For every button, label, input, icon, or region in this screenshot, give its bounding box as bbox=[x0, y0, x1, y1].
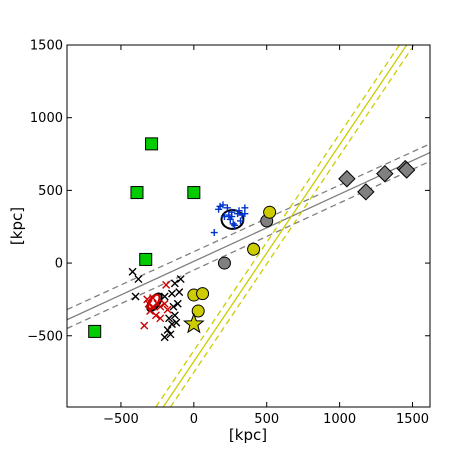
cross-marker bbox=[167, 289, 176, 298]
plus-marker bbox=[229, 220, 237, 228]
cross-marker bbox=[173, 299, 182, 308]
fit-line-6 bbox=[169, 45, 415, 407]
diamond-marker bbox=[397, 161, 416, 179]
cross-marker bbox=[160, 292, 169, 301]
x-tick-label: 1000 bbox=[323, 412, 356, 427]
plus-marker bbox=[236, 217, 244, 225]
cross-marker bbox=[172, 318, 181, 327]
fit-line-3 bbox=[67, 160, 430, 330]
cross-marker bbox=[156, 302, 165, 311]
data-points bbox=[88, 137, 416, 342]
cross-marker bbox=[128, 267, 137, 276]
y-tick-label: 0 bbox=[55, 257, 63, 272]
plus-marker bbox=[210, 229, 218, 237]
y-axis-label: [kpc] bbox=[8, 207, 26, 245]
cross-marker bbox=[146, 307, 155, 316]
square-marker bbox=[130, 186, 144, 200]
circle-marker bbox=[263, 205, 277, 219]
fit-lines bbox=[67, 45, 430, 407]
plus-marker bbox=[231, 221, 239, 229]
x-tick-label: 1500 bbox=[396, 412, 429, 427]
cross-marker bbox=[163, 325, 172, 334]
circle-marker bbox=[247, 242, 261, 256]
circle-marker bbox=[217, 256, 231, 270]
plus-marker bbox=[241, 210, 249, 218]
axis-ticks: −500 0 500 1000 1500 −500 0 500 1000 1500 bbox=[27, 39, 430, 427]
circle-marker bbox=[196, 287, 210, 301]
fit-line-2 bbox=[67, 143, 430, 311]
square-marker bbox=[187, 186, 201, 200]
cross-marker bbox=[140, 321, 149, 330]
fit-line-4 bbox=[162, 45, 408, 407]
x-axis-label: [kpc] bbox=[229, 426, 267, 444]
y-tick-label: −500 bbox=[27, 329, 63, 344]
x-tick-label: 0 bbox=[190, 412, 198, 427]
plus-marker bbox=[228, 213, 236, 221]
plus-marker bbox=[223, 204, 231, 212]
circle-marker bbox=[191, 304, 205, 318]
cross-marker bbox=[143, 295, 152, 304]
cross-marker bbox=[175, 288, 184, 297]
cross-marker bbox=[131, 292, 140, 301]
diamond-marker bbox=[357, 183, 375, 201]
fit-line-5 bbox=[155, 45, 400, 407]
plus-marker bbox=[235, 207, 243, 215]
cross-marker bbox=[176, 275, 185, 284]
cross-marker bbox=[149, 293, 158, 302]
cross-marker bbox=[156, 314, 165, 323]
cross-marker bbox=[149, 302, 158, 311]
square-marker bbox=[88, 324, 102, 338]
diamond-marker bbox=[338, 170, 356, 188]
square-marker bbox=[139, 252, 153, 266]
square-marker bbox=[145, 137, 159, 151]
diamond-marker bbox=[376, 164, 394, 183]
fit-line-1 bbox=[67, 151, 430, 321]
plot-frame bbox=[66, 44, 431, 408]
y-tick-label: 500 bbox=[38, 184, 63, 199]
x-tick-label: 500 bbox=[254, 412, 279, 427]
plus-marker bbox=[215, 205, 223, 213]
cross-marker bbox=[162, 280, 171, 289]
error-ellipse-1 bbox=[220, 209, 245, 230]
y-tick-label: 1500 bbox=[30, 39, 63, 54]
cross-marker bbox=[160, 333, 169, 342]
cross-marker bbox=[160, 299, 169, 308]
cross-marker bbox=[170, 279, 179, 288]
plus-marker bbox=[220, 213, 228, 221]
cross-marker bbox=[166, 330, 175, 339]
x-tick-label: −500 bbox=[103, 412, 139, 427]
star-marker bbox=[182, 312, 205, 334]
y-tick-label: 1000 bbox=[30, 111, 63, 126]
cross-marker bbox=[169, 302, 178, 311]
cross-marker bbox=[163, 305, 172, 314]
cross-marker bbox=[170, 311, 179, 320]
cross-marker bbox=[165, 314, 174, 323]
cross-marker bbox=[144, 299, 153, 308]
cross-marker bbox=[151, 311, 160, 320]
cross-marker bbox=[167, 320, 176, 329]
cross-marker bbox=[134, 275, 143, 284]
